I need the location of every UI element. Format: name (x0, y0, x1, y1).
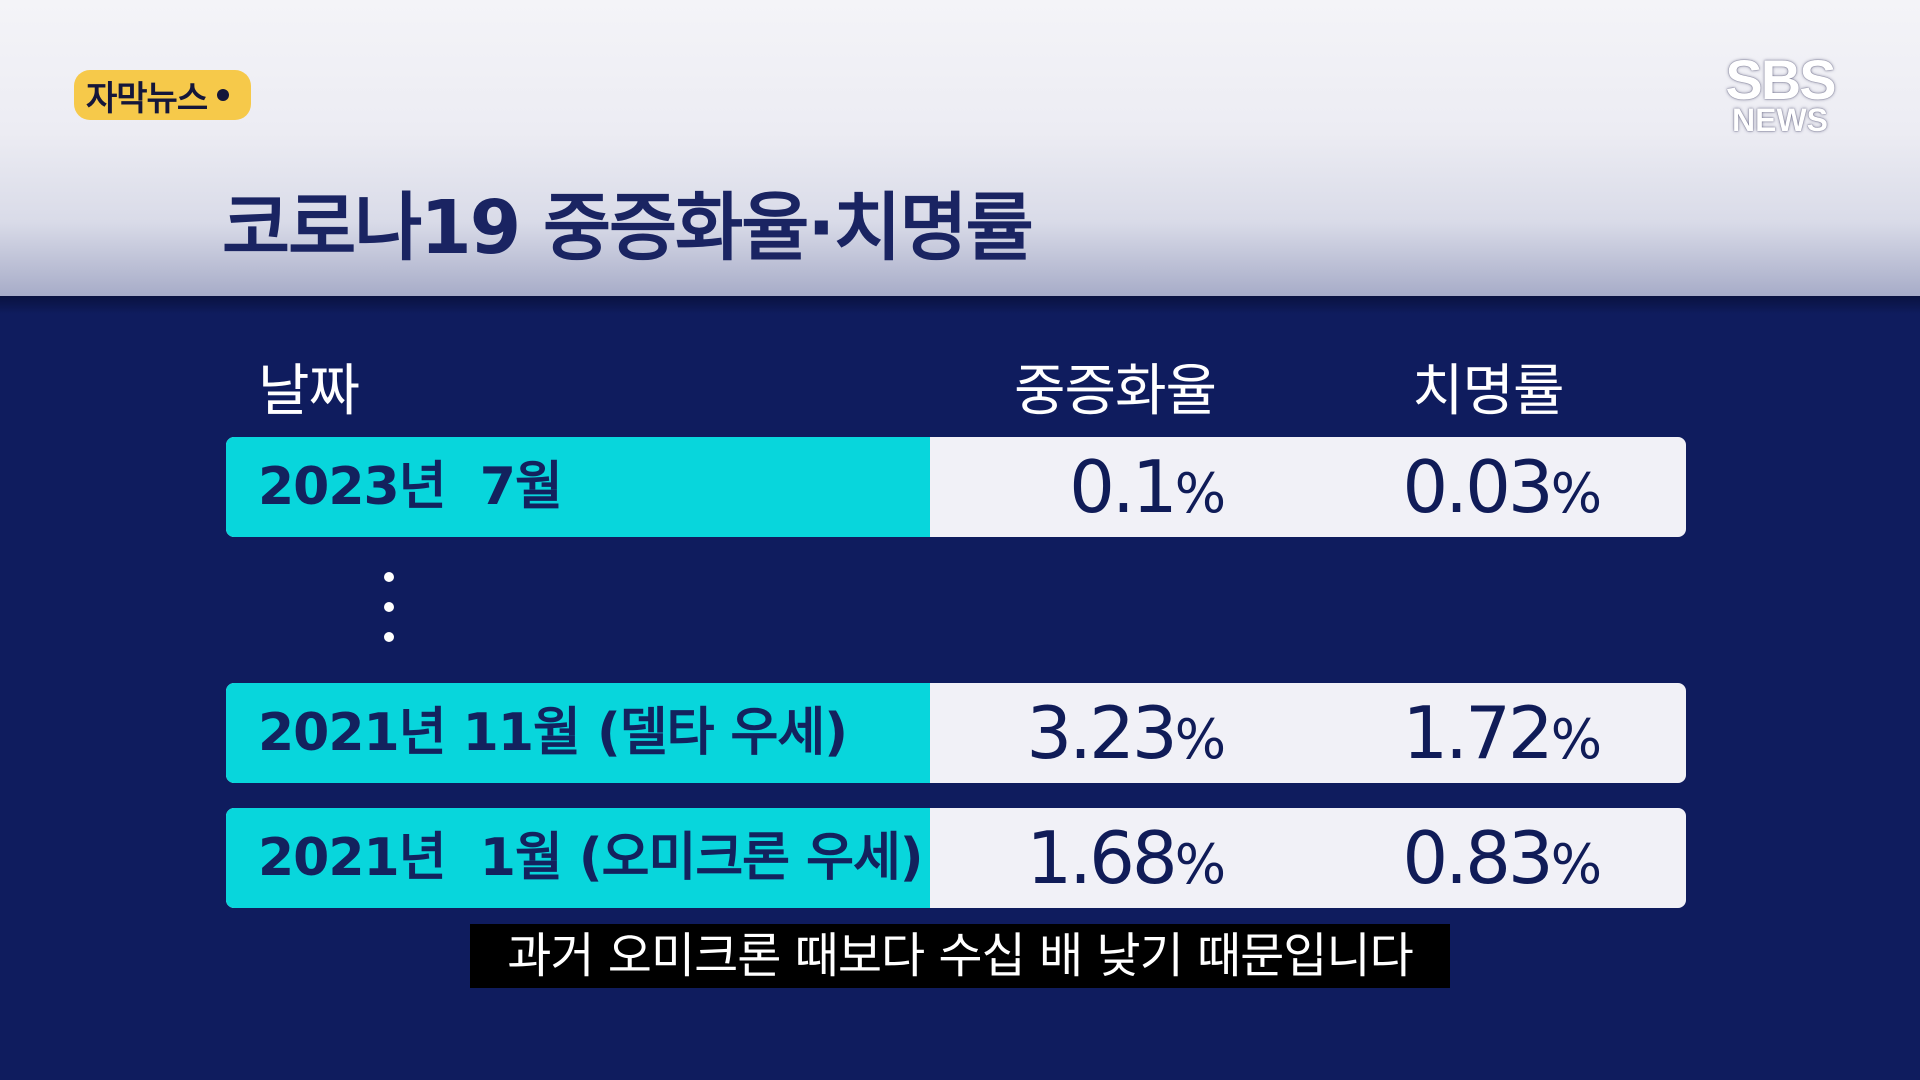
column-header-date: 날짜 (258, 359, 360, 424)
table-row: 2023년 7월 0.1% 0.03% (226, 437, 1686, 537)
vertical-ellipsis-icon (384, 572, 404, 662)
table-row: 2021년 11월 (델타 우세) 3.23% 1.72% (226, 683, 1686, 783)
logo-text-bottom: NEWS (1732, 102, 1828, 138)
percent-sign: % (1550, 462, 1602, 525)
row-label-cell: 2021년 1월 (오미크론 우세) (226, 808, 930, 908)
logo-text-top: SBS (1725, 48, 1836, 111)
badge-dot-icon (217, 89, 230, 101)
badge-label: 자막뉴스 (86, 78, 208, 119)
fatality-rate-value: 0.03% (1402, 437, 1602, 537)
sbs-news-logo: SBS NEWS (1720, 48, 1840, 138)
row-label-cell: 2021년 11월 (델타 우세) (226, 683, 930, 783)
column-header-fatality-rate: 치명률 (1412, 359, 1565, 424)
table-row: 2021년 1월 (오미크론 우세) 1.68% 0.83% (226, 808, 1686, 908)
severe-rate-value: 1.68% (1026, 808, 1226, 908)
row-date-label: 2021년 11월 (델타 우세) (258, 703, 848, 763)
severe-rate-number: 0.1 (1069, 445, 1178, 529)
caption-news-badge: 자막뉴스 (74, 70, 252, 120)
fatality-rate-value: 1.72% (1402, 683, 1602, 783)
severe-rate-number: 3.23 (1026, 691, 1177, 775)
percent-sign: % (1174, 833, 1226, 896)
severe-rate-value: 3.23% (1026, 683, 1226, 783)
subtitle-caption: 과거 오미크론 때보다 수십 배 낮기 때문입니다 (470, 924, 1450, 988)
page-title: 코로나19 중증화율·치명률 (222, 185, 1034, 271)
percent-sign: % (1174, 462, 1226, 525)
fatality-rate-value: 0.83% (1402, 808, 1602, 908)
fatality-rate-number: 0.03 (1402, 445, 1553, 529)
column-header-severe-rate: 중증화율 (1014, 359, 1217, 424)
percent-sign: % (1174, 708, 1226, 771)
row-label-cell: 2023년 7월 (226, 437, 930, 537)
banner-shadow (0, 296, 1920, 314)
severe-rate-value: 0.1% (1069, 437, 1226, 537)
row-date-label: 2021년 1월 (오미크론 우세) (258, 828, 924, 888)
percent-sign: % (1550, 708, 1602, 771)
row-date-label: 2023년 7월 (258, 457, 563, 517)
fatality-rate-number: 0.83 (1402, 816, 1553, 900)
severe-rate-number: 1.68 (1026, 816, 1177, 900)
percent-sign: % (1550, 833, 1602, 896)
title-banner (0, 0, 1920, 296)
fatality-rate-number: 1.72 (1402, 691, 1553, 775)
